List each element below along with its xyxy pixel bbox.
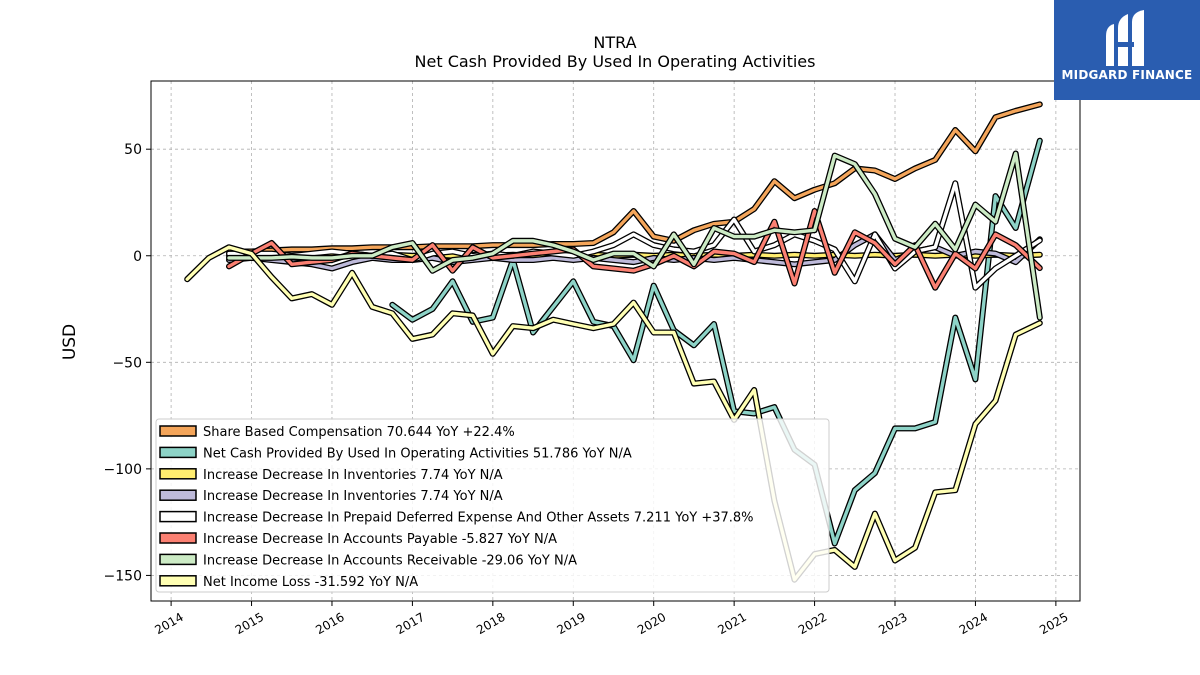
series-line-stroke — [227, 102, 1042, 254]
x-tick-label: 2024 — [957, 610, 990, 637]
legend-item: Share Based Compensation 70.644 YoY +22.… — [159, 425, 515, 440]
y-tick-label: −50 — [112, 355, 142, 371]
legend-swatch — [159, 575, 197, 587]
series-line — [226, 150, 1043, 321]
x-tick-label: 2015 — [233, 610, 266, 637]
legend-label: Increase Decrease In Accounts Payable -5… — [203, 532, 557, 547]
x-tick-label: 2017 — [394, 610, 427, 637]
x-tick-label: 2018 — [474, 610, 507, 637]
legend-label: Increase Decrease In Inventories 7.74 Yo… — [203, 468, 503, 483]
legend-label: Net Cash Provided By Used In Operating A… — [203, 446, 632, 461]
legend-item: Increase Decrease In Accounts Receivable… — [159, 553, 577, 568]
series-lines — [184, 101, 1043, 583]
x-tick-label: 2022 — [796, 610, 829, 637]
legend-item: Increase Decrease In Inventories 7.74 Yo… — [159, 489, 503, 504]
legend-swatch — [159, 532, 197, 544]
x-tick-label: 2023 — [876, 610, 909, 637]
series-line-stroke — [227, 151, 1042, 320]
legend-item: Increase Decrease In Accounts Payable -5… — [159, 532, 557, 547]
legend-swatch — [159, 510, 197, 523]
x-tick-label: 2021 — [715, 610, 748, 637]
x-axis: 2014 2015 2016 2017 2018 2019 2020 2021 2022 2023… — [152, 601, 1071, 637]
x-tick-label: 2016 — [313, 610, 346, 637]
legend-swatch — [159, 446, 197, 459]
legend-box — [155, 418, 830, 593]
legend-item: Increase Decrease In Inventories 7.74 Yo… — [159, 468, 503, 483]
brand-logo-block: MIDGARD FINANCE — [1054, 0, 1200, 100]
x-tick-label: 2014 — [152, 610, 185, 637]
y-tick-label: −150 — [104, 568, 142, 584]
brand-name: MIDGARD FINANCE — [1061, 68, 1193, 82]
plot-area — [150, 80, 1081, 602]
legend-item: Net Income Loss -31.592 YoY N/A — [159, 575, 418, 590]
legend-label: Increase Decrease In Inventories 7.74 Yo… — [203, 489, 503, 504]
x-tick-label: 2025 — [1037, 610, 1070, 637]
legend-label: Net Income Loss -31.592 YoY N/A — [203, 575, 418, 590]
mf-monogram-icon — [1106, 10, 1144, 66]
legend-swatch — [159, 425, 197, 437]
chart-subtitle: Net Cash Provided By Used In Operating A… — [415, 52, 816, 71]
x-tick-label: 2019 — [555, 610, 588, 637]
x-tick-label: 2020 — [635, 610, 668, 637]
legend-swatch — [159, 468, 197, 480]
series-line-stroke — [185, 245, 1042, 582]
legend: Share Based Compensation 70.644 YoY +22.… — [155, 418, 830, 593]
legend-label: Increase Decrease In Prepaid Deferred Ex… — [203, 511, 754, 526]
chart-title: NTRA — [593, 33, 636, 52]
y-axis: 50 0 −50 −100 −150 — [104, 142, 151, 584]
series-line-outline — [226, 101, 1043, 255]
y-tick-label: −100 — [104, 462, 142, 478]
y-tick-label: 0 — [133, 249, 142, 265]
legend-item: Increase Decrease In Prepaid Deferred Ex… — [159, 510, 754, 526]
series-line-stroke — [390, 138, 1042, 546]
y-tick-label: 50 — [124, 142, 142, 158]
series-line — [389, 137, 1043, 547]
legend-item: Net Cash Provided By Used In Operating A… — [159, 446, 632, 461]
series-line — [226, 101, 1043, 255]
series-line — [184, 244, 1043, 583]
legend-swatch — [159, 489, 197, 501]
legend-swatch — [159, 553, 197, 566]
legend-label: Increase Decrease In Accounts Receivable… — [203, 553, 577, 568]
legend-label: Share Based Compensation 70.644 YoY +22.… — [203, 425, 515, 440]
y-axis-label: USD — [60, 324, 80, 360]
